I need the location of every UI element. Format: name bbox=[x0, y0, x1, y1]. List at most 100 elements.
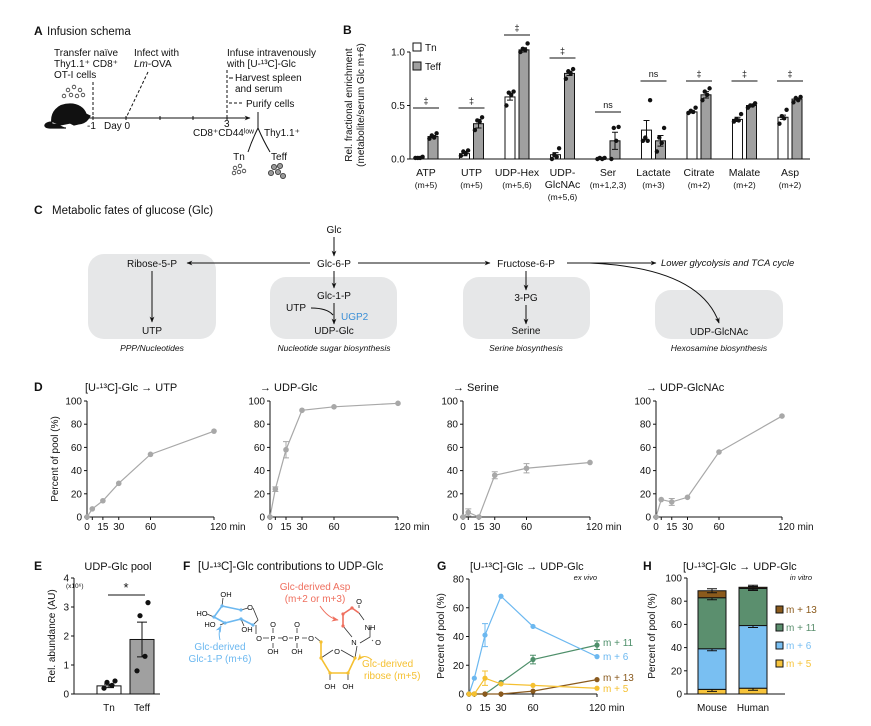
data-point bbox=[104, 679, 110, 686]
legend-label-teff: Teff bbox=[425, 62, 441, 73]
timeline-ticks bbox=[92, 116, 228, 120]
data-point bbox=[570, 66, 576, 72]
data-point bbox=[427, 136, 432, 141]
harvest-line-2: and serum bbox=[235, 84, 282, 95]
y-tick-label: 20 bbox=[640, 489, 652, 500]
serine-caption: Serine biosynthesis bbox=[489, 343, 563, 353]
legend-swatch-m+13 bbox=[775, 605, 784, 614]
atom-label: O bbox=[334, 647, 340, 656]
data-point bbox=[614, 138, 619, 144]
y-axis-label-line-2: (metabolite/serum Glc m+6) bbox=[356, 43, 367, 167]
category-label: Citrate bbox=[684, 167, 715, 179]
mouse-icon bbox=[44, 103, 91, 129]
atom-label: O bbox=[270, 620, 276, 629]
infuse-line-1: Infuse intravenously bbox=[227, 48, 316, 59]
data-point bbox=[752, 101, 758, 106]
panel-g-ex-vivo-chart: G 0 20 40 60 80 0 15 30 60 120 min [U-¹³C]-Glc → U… bbox=[436, 559, 634, 714]
stacked-segment-m+6 bbox=[697, 648, 727, 690]
legend-label: m + 5 bbox=[786, 659, 812, 670]
asp-annotation-line-1: Glc-derived Asp bbox=[280, 582, 351, 593]
y-tick-label: 80 bbox=[671, 597, 683, 608]
data-point bbox=[395, 400, 401, 407]
data-point bbox=[115, 480, 122, 487]
y-tick-label: 0 bbox=[452, 513, 458, 524]
g1p-annotation-line-2: Glc-1-P (m+6) bbox=[189, 654, 252, 665]
data-point bbox=[530, 656, 536, 663]
data-point bbox=[693, 105, 698, 110]
bar-teff bbox=[791, 98, 803, 160]
data-point bbox=[530, 688, 536, 694]
y-tick-label: 60 bbox=[447, 443, 459, 454]
labeling-chart-4: 0 20 40 60 80 100 0 15 30 60 120 min → UDP-GlcNAc bbox=[634, 382, 813, 533]
purify-label: Purify cells bbox=[246, 99, 294, 110]
x-tick-label: 0 bbox=[653, 522, 659, 533]
sort-right-label: Thy1.1⁺ bbox=[264, 128, 300, 139]
panel-f-title: [U-¹³C]-Glc contributions to UDP-Glc bbox=[198, 561, 384, 573]
chart-title: [U-¹³C]-Glc → UTP bbox=[85, 382, 177, 394]
panel-b-enrichment-chart: B 0.0 0.5 1.0 Rel. fractional enrichment (me… bbox=[343, 23, 810, 202]
y-tick-label: 60 bbox=[71, 443, 83, 454]
significance-label: ‡ bbox=[514, 23, 519, 33]
error-bar bbox=[707, 588, 717, 594]
category-label: (m+2) bbox=[688, 180, 711, 190]
data-point bbox=[530, 682, 536, 688]
asp-annotation-line-2: (m+2 or m+3) bbox=[285, 594, 346, 605]
legend-swatch-m+6 bbox=[775, 641, 784, 650]
y-tick-label: 20 bbox=[254, 489, 266, 500]
bar-teff bbox=[746, 105, 757, 160]
data-point bbox=[472, 127, 478, 133]
data-point bbox=[525, 41, 530, 46]
glc6p-node: Glc-6-P bbox=[317, 259, 351, 270]
legend-label-tn: Tn bbox=[425, 43, 437, 54]
y-tick-label: 0 bbox=[645, 513, 651, 524]
atom-label: O bbox=[247, 603, 253, 612]
x-tick-label: 0 bbox=[460, 522, 466, 533]
data-point bbox=[479, 115, 485, 120]
data-point bbox=[134, 668, 140, 674]
data-point bbox=[466, 691, 472, 697]
atom-label: O bbox=[356, 597, 362, 606]
data-point bbox=[640, 138, 646, 144]
data-point bbox=[738, 111, 744, 117]
data-point bbox=[798, 94, 803, 100]
atom-label: N bbox=[351, 638, 356, 647]
x-tick-label: 120 min bbox=[589, 703, 625, 714]
harvest-line-1: Harvest spleen bbox=[235, 73, 302, 84]
legend-label: m + 11 bbox=[786, 623, 817, 634]
glc-node: Glc bbox=[327, 225, 342, 236]
x-tick-label: 15 bbox=[280, 522, 292, 533]
data-point bbox=[779, 413, 785, 419]
utp-node: UTP bbox=[142, 326, 162, 337]
series-line bbox=[86, 430, 215, 518]
atom-label: OH bbox=[291, 647, 302, 656]
panel-label-c: C bbox=[34, 203, 43, 217]
chart-title: [U-¹³C]-Glc → UDP-Glc bbox=[470, 561, 584, 573]
transfer-line-2: Thy1.1⁺ CD8⁺ bbox=[54, 59, 118, 70]
significance-label: ‡ bbox=[696, 69, 701, 79]
y-tick-label: 2 bbox=[63, 632, 69, 643]
data-point bbox=[482, 675, 488, 681]
fructose6p-node: Fructose-6-P bbox=[497, 259, 555, 270]
data-point bbox=[700, 97, 705, 103]
data-point bbox=[563, 76, 569, 81]
y-tick-label: 0 bbox=[76, 513, 82, 524]
infect-organism: Lm bbox=[134, 59, 148, 70]
x-tick-label: 0 bbox=[84, 522, 90, 533]
atom-label: OH bbox=[342, 682, 353, 691]
category-label: (m+1,2,3) bbox=[590, 180, 627, 190]
panel-a: A Infusion schema Transfer naïve Thy1.1⁺… bbox=[34, 24, 316, 179]
data-point bbox=[647, 97, 653, 103]
category-label: Asp bbox=[781, 167, 799, 179]
significance-label: ns bbox=[649, 69, 659, 79]
x-tick-label: 60 bbox=[145, 522, 157, 533]
data-point bbox=[777, 121, 782, 126]
y-tick-label: 20 bbox=[671, 666, 683, 677]
ribose-carbons bbox=[319, 640, 357, 675]
y-tick-label: 20 bbox=[453, 661, 465, 672]
atom-label: OH bbox=[324, 682, 335, 691]
panel-label-e: E bbox=[34, 559, 42, 573]
data-point bbox=[530, 623, 536, 630]
data-point bbox=[594, 685, 600, 691]
x-tick-label: 15 bbox=[97, 522, 109, 533]
